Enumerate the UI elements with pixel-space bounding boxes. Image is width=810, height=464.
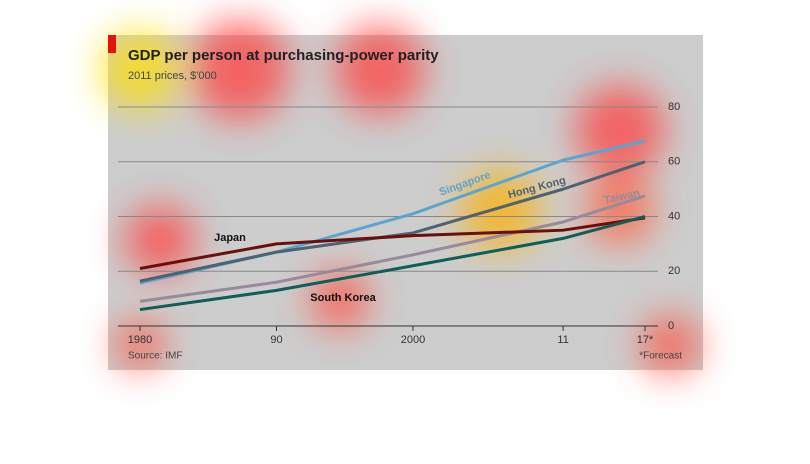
series-label: Japan	[214, 232, 246, 244]
chart-title: GDP per person at purchasing-power parit…	[128, 47, 439, 64]
x-tick-label: 2000	[401, 334, 425, 346]
x-tick-label: 1980	[128, 334, 152, 346]
x-tick-label: 90	[270, 334, 282, 346]
y-tick-label: 40	[668, 210, 680, 222]
series-line	[139, 160, 646, 283]
footnote: *Forecast	[639, 351, 682, 362]
series-line	[139, 194, 646, 303]
x-tick-label: 17*	[637, 334, 654, 346]
y-tick-label: 0	[668, 320, 674, 332]
y-tick-label: 80	[668, 101, 680, 113]
brand-mark	[108, 35, 116, 53]
series-line	[139, 215, 646, 312]
x-tick-label: 11	[557, 334, 568, 346]
chart-subtitle: 2011 prices, $'000	[128, 70, 217, 82]
y-tick-label: 60	[668, 156, 680, 168]
source: Source: IMF	[128, 351, 182, 362]
y-tick-label: 20	[668, 265, 680, 277]
series-label: South Korea	[310, 292, 376, 304]
series-line	[139, 216, 646, 270]
